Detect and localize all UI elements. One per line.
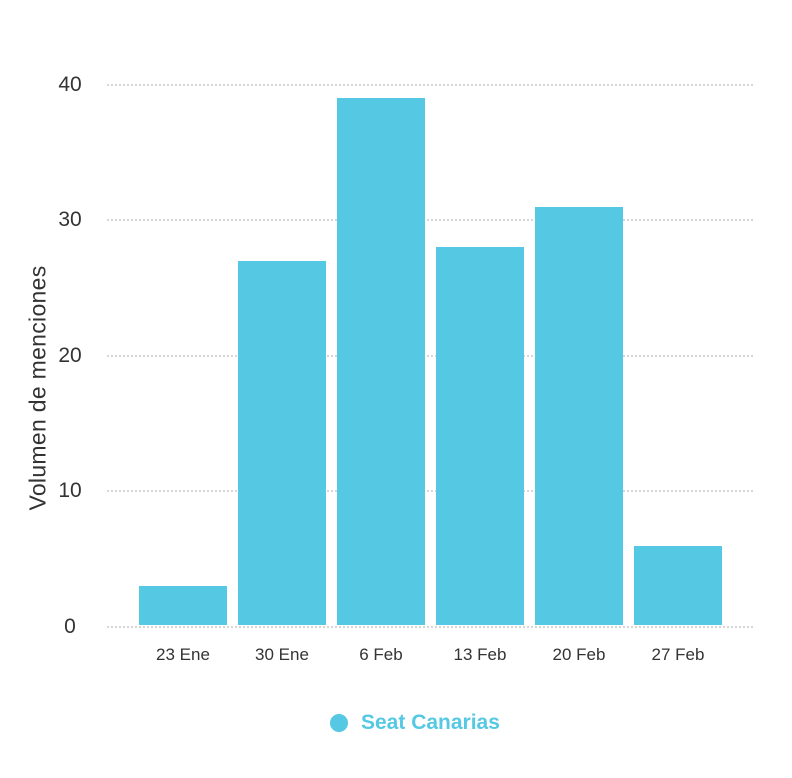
gridline (107, 626, 753, 628)
x-tick-label: 6 Feb (359, 645, 403, 664)
gridline (107, 219, 753, 222)
gridline (107, 354, 753, 357)
legend-item[interactable]: Seat Canarias (330, 711, 500, 735)
x-tick-label: 27 Feb (651, 645, 705, 664)
y-tick-label: 40 (58, 72, 82, 96)
x-tick-label: 23 Ene (156, 645, 210, 664)
bar-6-feb[interactable] (337, 98, 425, 625)
legend-series-label: Seat Canarias (361, 711, 500, 734)
bar-13-feb[interactable] (436, 247, 524, 625)
y-tick-label: 0 (64, 615, 76, 638)
x-tick-label: 20 Feb (552, 645, 606, 664)
bar-30-ene[interactable] (238, 260, 326, 625)
bar-27-feb[interactable] (634, 545, 722, 625)
legend-marker-icon (330, 714, 348, 732)
y-tick-label: 20 (58, 343, 82, 367)
y-tick-label: 10 (58, 479, 82, 503)
x-tick-label: 30 Ene (255, 645, 309, 664)
y-tick-label: 30 (58, 208, 82, 232)
bar-20-feb[interactable] (535, 206, 623, 625)
gridline (107, 83, 753, 86)
gridline (107, 490, 753, 493)
bar-23-ene[interactable] (139, 586, 227, 625)
x-tick-label: 13 Feb (453, 645, 507, 664)
